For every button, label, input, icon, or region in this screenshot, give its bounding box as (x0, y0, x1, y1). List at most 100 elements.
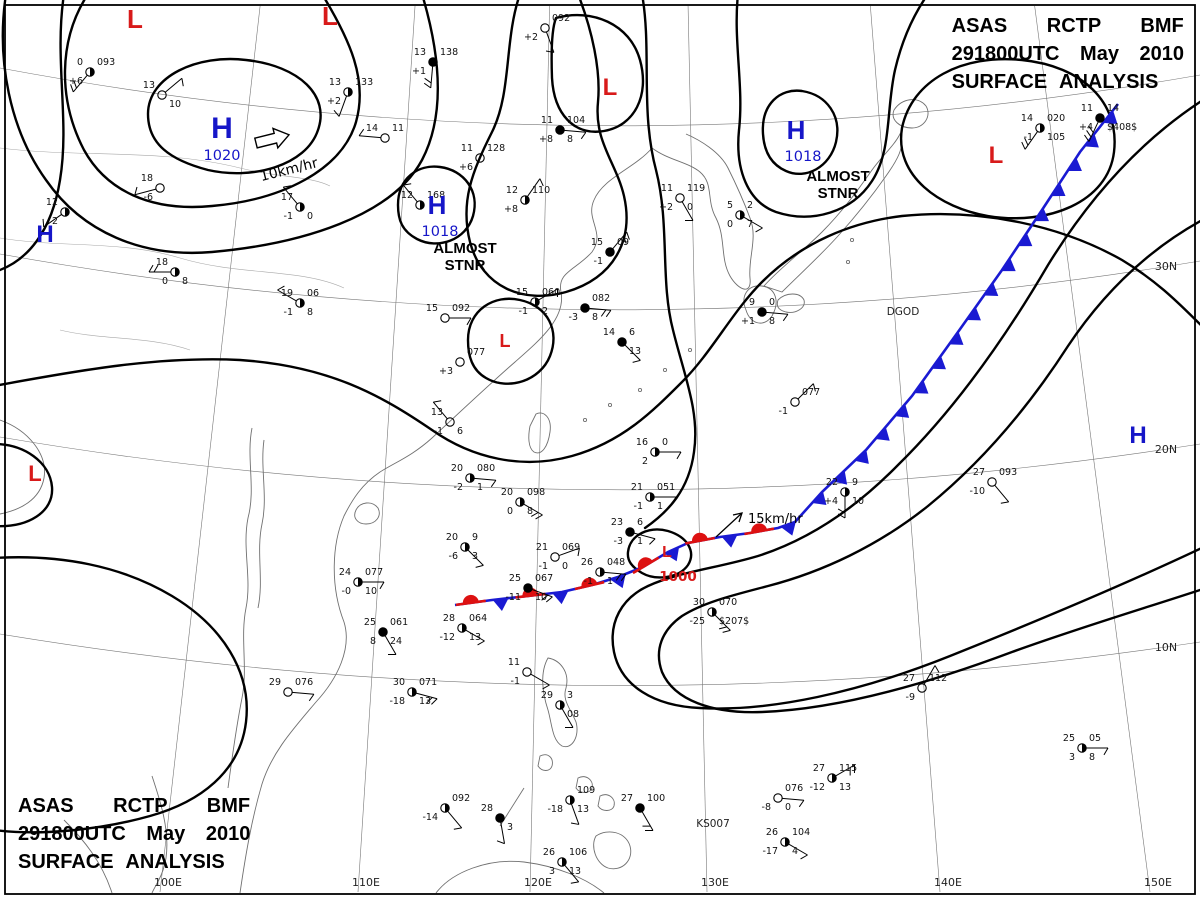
wind-barb-tick (333, 109, 340, 117)
station-value-br: 7 (747, 219, 753, 230)
cloud-cover-half (650, 492, 655, 502)
station-plot: 11 14 +4 $408$ (1079, 103, 1137, 142)
wind-barb-tick (73, 80, 77, 89)
station-plot: 15 09 -1 (591, 231, 630, 267)
wind-barb-shaft (277, 289, 297, 302)
wind-barb-tick (542, 684, 550, 690)
wind-barb-tick (605, 309, 612, 318)
station-value-br: 8 (307, 307, 313, 318)
wind-barb-tick (671, 496, 677, 505)
cloud-cover-half (65, 207, 70, 217)
station-pressure: 09 (617, 237, 629, 248)
station-pressure: 077 (802, 387, 820, 398)
station-value-bl: -18 (389, 696, 405, 707)
cloud-cover-half (845, 487, 850, 497)
wind-barb-shaft (359, 135, 381, 139)
station-pressure: 110 (532, 185, 550, 196)
station-pressure: 067 (535, 573, 553, 584)
station-temperature: 12 (46, 197, 58, 208)
station-value-br: 10 (169, 99, 181, 110)
station-temperature: 23 (611, 517, 623, 528)
cloud-cover-half (785, 837, 790, 847)
cloud-cover-circle (555, 700, 565, 710)
station-value-bl: -9 (906, 692, 915, 703)
cloud-cover-circle (155, 183, 165, 193)
station-value-bl: +2 (524, 32, 538, 43)
cloud-cover-half (712, 607, 717, 617)
cloud-cover-half (562, 857, 567, 867)
cold-front-triangle (875, 426, 890, 441)
cloud-cover-circle (625, 527, 635, 537)
station-pressure: 9 (852, 477, 858, 488)
station-value-bl: +8 (539, 134, 553, 145)
stationary-front-warm-segment (455, 599, 486, 607)
high-center: H (211, 112, 233, 145)
wind-barb-shaft (743, 216, 763, 229)
station-pressure: 071 (419, 677, 437, 688)
high-pressure-value: 1018 (422, 224, 459, 240)
station-plot: 180 8 (148, 257, 188, 287)
station-value-br: $207$ (719, 616, 749, 627)
cloud-cover-circle (675, 193, 685, 203)
cloud-cover-circle (790, 397, 800, 407)
wind-barb-shaft (384, 635, 397, 655)
wind-barb-shaft (523, 503, 543, 516)
station-value-br: 8 (592, 312, 598, 323)
station-value-bl: -1 (539, 561, 548, 572)
station-value-bl: 0 (727, 219, 733, 230)
wind-barb-shaft (545, 31, 555, 53)
station-pressure: 093 (999, 467, 1017, 478)
cloud-cover-circle (428, 57, 438, 67)
cloud-cover-circle (757, 307, 767, 317)
station-pressure: 05 (1089, 733, 1101, 744)
stationary-front-semicircle (637, 557, 653, 570)
wind-barb-tick (577, 548, 580, 557)
station-pressure: 061 (390, 617, 408, 628)
wind-barb-shaft (681, 201, 694, 221)
station-value-br: 8 (769, 316, 775, 327)
station-pressure: 104 (567, 115, 585, 126)
wind-barb-tick (535, 514, 543, 520)
station-plot: 24 077 -0 10 (339, 567, 385, 597)
station-temperature: 25 (1063, 733, 1075, 744)
wind-barb-tick (148, 264, 154, 273)
wind-barb-shaft (923, 665, 936, 685)
station-plot: 14 020 -1 105 (1021, 113, 1065, 150)
station-temperature: 25 (364, 617, 376, 628)
station-temperature: 13 (143, 80, 155, 91)
cloud-cover-circle (457, 623, 467, 633)
title-block-bottom-left: ASAS RCTP BMF 291800UTC May 2010 SURFACE… (18, 792, 250, 876)
station-pressure: 6 (637, 517, 643, 528)
latitude-label: 20N (1155, 443, 1177, 456)
cloud-cover-circle (635, 803, 645, 813)
station-pressure: 098 (527, 487, 545, 498)
station-pressure: 109 (577, 785, 595, 796)
almost-stnr-note: STNR (818, 185, 859, 202)
station-value-bl: 8 (370, 636, 376, 647)
wind-barb-shaft (474, 477, 496, 481)
longitude-label: 130E (701, 876, 729, 889)
station-plot: 077 +3 (439, 347, 485, 377)
low-center: L (28, 461, 41, 486)
wind-barb-shaft (624, 344, 641, 361)
station-temperature: 20 (451, 463, 463, 474)
station-temperature: 14 (366, 123, 378, 134)
station-plot: 25 067 -11 10 (505, 573, 553, 603)
wind-barb-shaft (415, 692, 438, 700)
station-temperature: 26 (766, 827, 778, 838)
wind-barb-tick (490, 479, 497, 488)
cloud-cover-half (570, 795, 575, 805)
station-plot: 26 104 -17 4 (762, 827, 810, 860)
wind-barb-tick (539, 178, 544, 187)
wind-barb-shaft (282, 186, 298, 205)
wind-barb-tick (1103, 747, 1109, 756)
station-value-bl: -2 (454, 482, 463, 493)
station-temperature: 26 (543, 847, 555, 858)
title-line-1: ASAS RCTP BMF (951, 15, 1184, 37)
wind-barb-shaft (1088, 121, 1099, 142)
station-value-bl: -0 (342, 586, 351, 597)
low-center: L (603, 74, 618, 101)
station-temperature: 13 (414, 47, 426, 58)
cloud-cover-half (1082, 743, 1087, 753)
